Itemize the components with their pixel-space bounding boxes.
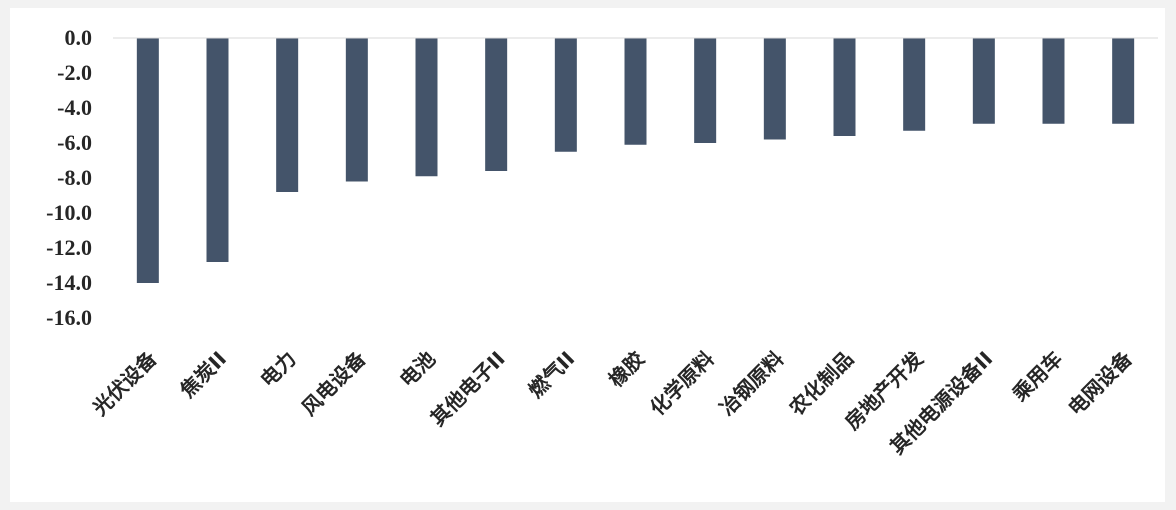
bar: [345, 38, 368, 182]
bar: [972, 38, 995, 124]
x-tick-label: 乘用车: [1007, 347, 1067, 407]
y-tick-label: -4.0: [57, 95, 92, 120]
bar: [763, 38, 786, 140]
y-tick-label: -12.0: [46, 235, 92, 260]
y-axis: 0.0 -2.0 -4.0 -6.0 -8.0 -10.0 -12.0 -14.0 -16.0: [46, 25, 92, 330]
x-tick-label: 电池: [395, 347, 440, 392]
y-tick-label: -14.0: [46, 270, 92, 295]
bar: [276, 38, 299, 192]
bar: [206, 38, 229, 262]
bar: [136, 38, 159, 283]
x-tick-label: 风电设备: [297, 346, 371, 420]
y-tick-label: -16.0: [46, 305, 92, 330]
x-tick-label: 燃气II: [524, 347, 580, 403]
x-tick-label: 焦炭II: [175, 347, 231, 403]
x-tick-label: 电网设备: [1063, 346, 1137, 420]
x-tick-label: 冶钢原料: [715, 347, 789, 421]
bar: [694, 38, 717, 143]
bar: [554, 38, 577, 152]
y-tick-label: -8.0: [57, 165, 92, 190]
bar: [833, 38, 856, 136]
bar: [1112, 38, 1135, 124]
x-tick-label: 化学原料: [645, 347, 719, 421]
x-tick-label: 电力: [255, 347, 300, 392]
y-tick-label: 0.0: [65, 25, 93, 50]
chart-area: 0.0 -2.0 -4.0 -6.0 -8.0 -10.0 -12.0 -14.0 -16.0 …: [10, 8, 1165, 502]
bar-chart: 0.0-2.0-4.0-6.0-8.0-10.0-12.0-14.0-16.0 …: [46, 25, 1158, 459]
bar: [485, 38, 508, 171]
bar: [415, 38, 438, 177]
y-tick-label: -6.0: [57, 130, 92, 155]
y-tick-label: -2.0: [57, 60, 92, 85]
y-tick-label: -10.0: [46, 200, 92, 225]
bar: [903, 38, 926, 131]
bar: [624, 38, 647, 145]
bars: [136, 38, 1135, 283]
bar: [1042, 38, 1065, 124]
x-tick-label: 橡胶: [604, 347, 649, 392]
x-tick-label: 其他电子II: [426, 347, 510, 431]
x-tick-label: 光伏设备: [87, 346, 162, 421]
